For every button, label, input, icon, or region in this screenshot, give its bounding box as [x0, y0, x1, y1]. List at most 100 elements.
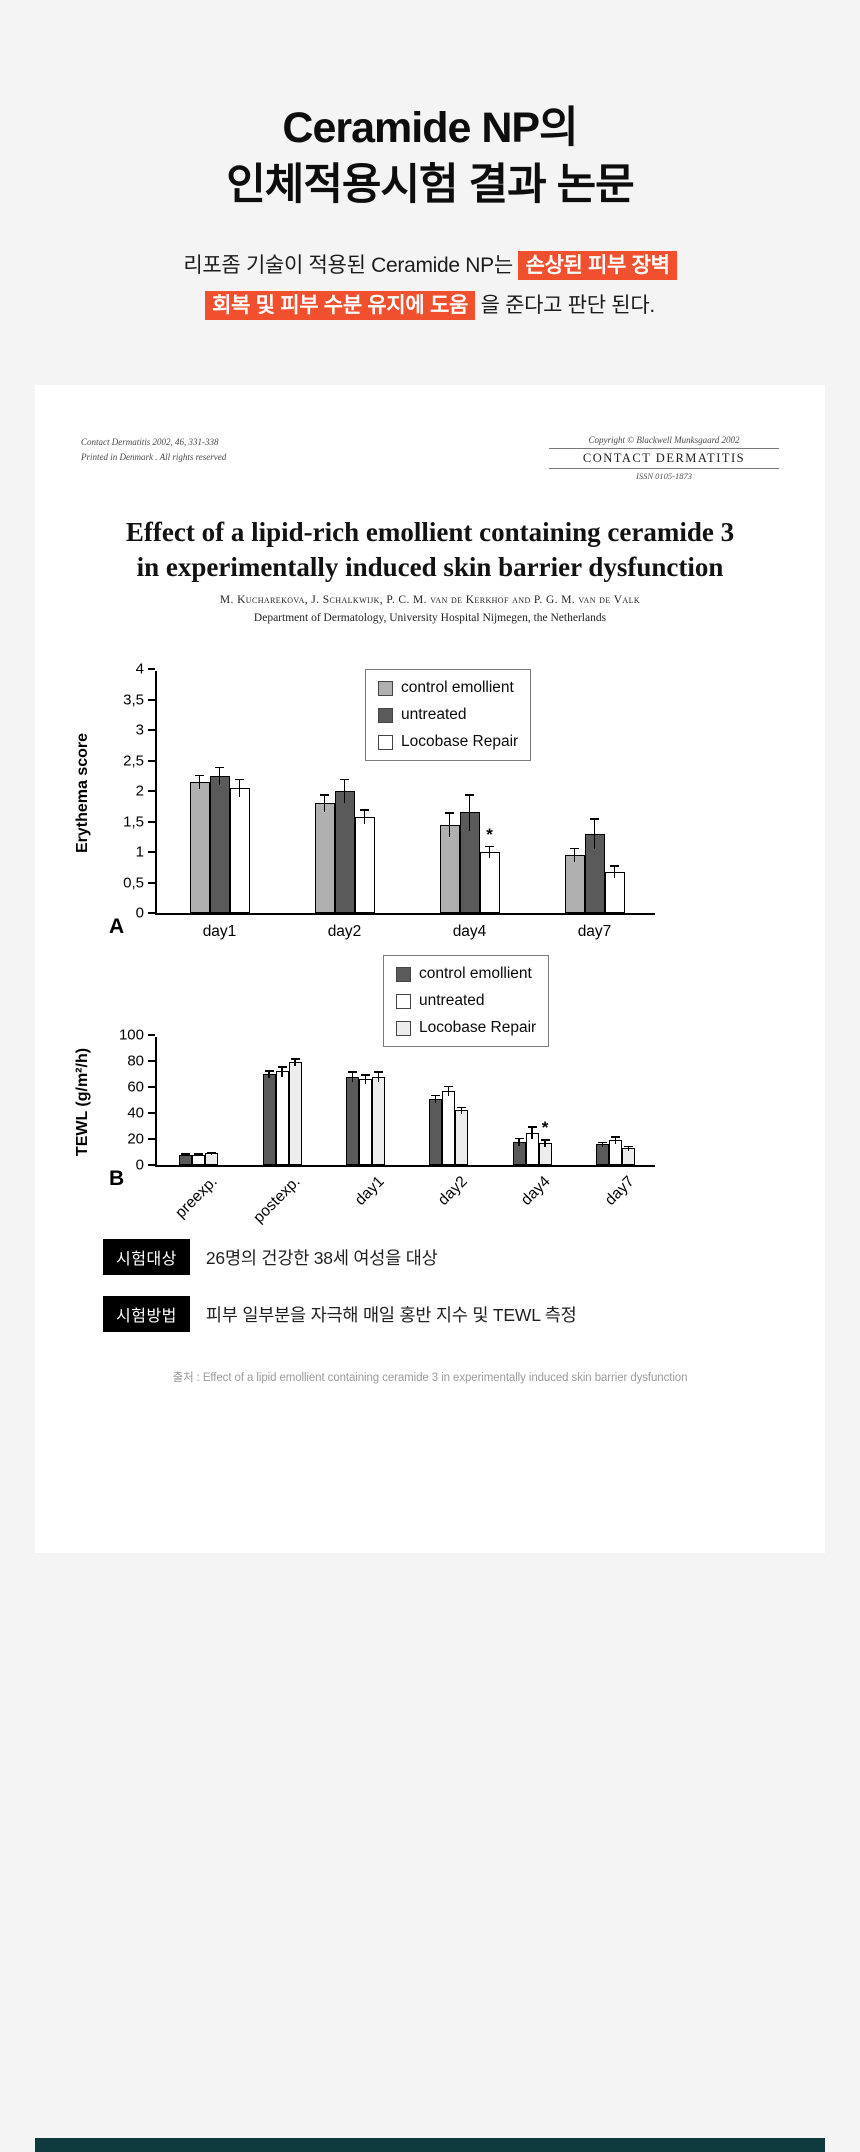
bar [229, 787, 250, 913]
legend-label: control emollient [419, 965, 532, 982]
x-axis-category: day2 [327, 923, 362, 940]
bar [354, 816, 375, 913]
bar [371, 1076, 385, 1165]
journal-copyright: Copyright © Blackwell Munksgaard 2002 [588, 435, 740, 445]
bar [205, 1153, 219, 1165]
paper-affiliation: Department of Dermatology, University Ho… [253, 612, 607, 624]
legend-swatch [378, 707, 393, 723]
legend-item: Locobase Repair [378, 733, 518, 751]
y-axis-tick-mark [148, 1034, 155, 1036]
y-axis-tick-mark [148, 759, 155, 762]
error-bar [540, 1139, 550, 1147]
bar [189, 781, 210, 913]
error-bar [610, 1136, 620, 1145]
subtitle-text-end: 을 준다고 판단 된다. [480, 293, 656, 317]
error-bar [360, 1074, 370, 1085]
bar [192, 1154, 206, 1165]
error-bar [444, 1085, 454, 1097]
bar [262, 1074, 276, 1165]
bar [358, 1079, 372, 1165]
bar [455, 1110, 469, 1165]
legend-label: untreated [401, 706, 467, 723]
y-axis-tick-mark [148, 1060, 155, 1062]
journal-masthead: Copyright © Blackwell Munksgaard 2002 CO… [549, 435, 779, 481]
error-bar [340, 778, 349, 804]
y-axis-tick-mark [148, 1164, 155, 1166]
x-axis-category: day7 [577, 923, 612, 940]
journal-issn: ISSN 0105-1873 [636, 471, 692, 481]
paper-title-line-2: in experimentally induced skin barrier d… [136, 551, 724, 582]
x-axis-category: postexp. [250, 1173, 305, 1227]
x-axis-category: day4 [452, 923, 487, 940]
error-bar [181, 1153, 191, 1156]
error-bar [264, 1070, 274, 1078]
legend-label: untreated [419, 992, 485, 1009]
page-title-line-1: Ceramide NP의 [282, 104, 578, 152]
subtitle-text: 리포좀 기술이 적용된 Ceramide NP는 [183, 254, 519, 277]
paper-title-line-1: Effect of a lipid-rich emollient contain… [125, 517, 735, 547]
error-bar [465, 794, 474, 831]
y-axis-tick-mark [148, 820, 155, 823]
legend-swatch [396, 993, 411, 1009]
bar [595, 1144, 609, 1165]
error-bar [277, 1066, 287, 1078]
error-bar [207, 1152, 217, 1155]
y-axis-tick-label: 4 [135, 660, 144, 678]
y-axis-label: Erythema score [74, 732, 91, 854]
subtitle: 리포좀 기술이 적용된 Ceramide NP는 손상된 피부 장벽 회복 및 … [0, 246, 860, 326]
x-axis-category: day4 [518, 1173, 555, 1209]
y-axis-tick-label: 100 [118, 1026, 144, 1044]
journal-citation: Contact Dermatitis 2002, 46, 331-338 [81, 437, 219, 447]
study-method-text: 피부 일부분을 자극해 매일 홍반 지수 및 TEWL 측정 [205, 1304, 577, 1325]
error-bar [431, 1094, 441, 1103]
y-axis-tick-label: 0 [135, 1156, 144, 1174]
x-axis-category: day2 [434, 1173, 471, 1209]
error-bar [194, 1153, 204, 1156]
error-bar [590, 818, 599, 849]
y-axis-tick-label: 40 [127, 1104, 144, 1122]
error-bar [235, 778, 244, 798]
x-axis-category: day7 [601, 1173, 638, 1209]
bar [314, 803, 335, 913]
paper-title: Effect of a lipid-rich emollient contain… [65, 515, 795, 584]
next-section-strip [35, 2138, 825, 2152]
y-axis-tick-label: 0,5 [123, 874, 144, 891]
error-bar [445, 812, 454, 838]
y-axis-tick-mark [148, 881, 155, 884]
journal-printed-note: Printed in Denmark . All rights reserved [81, 452, 227, 463]
bar [604, 871, 625, 913]
bar [275, 1071, 289, 1165]
error-bar [215, 766, 224, 786]
legend: control emollient untreated Locobase Repai… [383, 955, 550, 1047]
significance-asterisk: * [541, 1118, 549, 1137]
y-axis-tick-label: 0 [135, 904, 144, 922]
y-axis-tick-mark [148, 668, 155, 670]
tewl-chart: TEWL (g/m²/h) 0 20 40 60 80 100 preexp. postexp… [65, 955, 765, 1255]
bar [288, 1062, 302, 1165]
bar [209, 775, 230, 913]
y-axis-label: TEWL (g/m²/h) [74, 1047, 91, 1157]
page-title-line-2: 인체적용시험 결과 논문 [226, 160, 634, 209]
subtitle-highlight-2: 회복 및 피부 수분 유지에 도움 [205, 290, 476, 320]
legend-item: untreated [378, 706, 518, 724]
legend-swatch [396, 966, 411, 982]
y-axis-tick-label: 80 [127, 1052, 144, 1070]
legend-label: Locobase Repair [419, 1019, 537, 1036]
study-subject-text: 26명의 건강한 38세 여성을 대상 [205, 1247, 438, 1268]
error-bar [623, 1145, 633, 1151]
x-axis-category: day1 [351, 1173, 388, 1209]
bar [564, 855, 585, 913]
bar [179, 1154, 193, 1165]
error-bar [527, 1126, 537, 1139]
error-bar [597, 1141, 607, 1148]
legend-swatch [378, 734, 393, 750]
bar [345, 1076, 359, 1165]
paper-card: Contact Dermatitis 2002, 46, 331-338 Pri… [35, 385, 825, 1553]
study-subject-badge: 시험대상 [103, 1239, 190, 1275]
bar [429, 1098, 443, 1165]
bar [479, 852, 500, 913]
error-bar [360, 809, 369, 824]
y-axis-tick-label: 2,5 [123, 752, 144, 769]
error-bar [457, 1106, 467, 1115]
